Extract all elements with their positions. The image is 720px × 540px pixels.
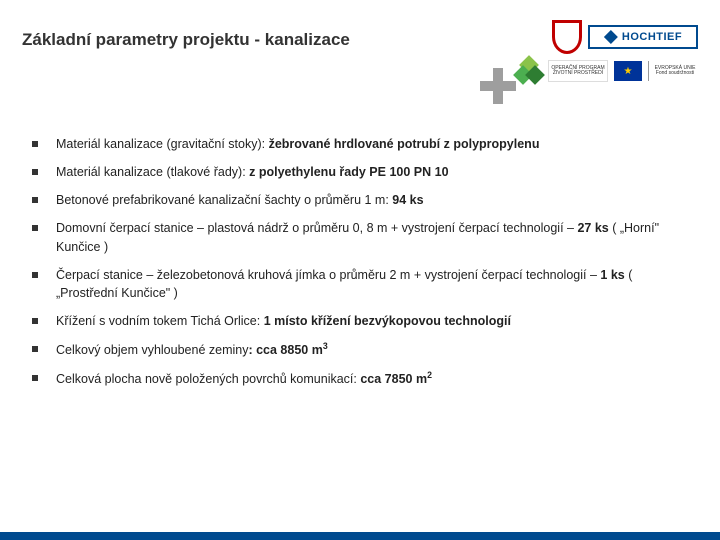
bullet-text: Materiál kanalizace (gravitační stoky): … [56,135,539,153]
bullet-text: Domovní čerpací stanice – plastová nádrž… [56,219,690,255]
green-diamond-icon [516,58,542,84]
bullet-list: Materiál kanalizace (gravitační stoky): … [32,135,690,399]
bullet-icon [32,318,38,324]
hochtief-logo: HOCHTIEF [588,25,698,49]
bullet-icon [32,346,38,352]
list-item: Čerpací stanice – železobetonová kruhová… [32,266,690,302]
list-item: Betonové prefabrikované kanalizační šach… [32,191,690,209]
bullet-icon [32,141,38,147]
footer-band [0,532,720,540]
list-item: Křížení s vodním tokem Tichá Orlice: 1 m… [32,312,690,330]
list-item: Celkový objem vyhloubené zeminy: cca 885… [32,340,690,359]
crest-logo-icon [552,20,582,54]
bullet-icon [32,197,38,203]
bullet-text: Betonové prefabrikované kanalizační šach… [56,191,424,209]
list-item: Materiál kanalizace (gravitační stoky): … [32,135,690,153]
page-title: Základní parametry projektu - kanalizace [22,30,350,50]
bullet-icon [32,225,38,231]
op-program-label: OPERAČNÍ PROGRAM ŽIVOTNÍ PROSTŘEDÍ [548,60,608,82]
hochtief-text: HOCHTIEF [622,31,682,43]
bullet-text: Celková plocha nově položených povrchů k… [56,369,432,388]
bullet-icon [32,169,38,175]
bullet-icon [32,272,38,278]
list-item: Celková plocha nově položených povrchů k… [32,369,690,388]
bullet-text: Materiál kanalizace (tlakové řady): z po… [56,163,449,181]
eu-label: EVROPSKÁ UNIE Fond soudržnosti [648,61,698,81]
list-item: Materiál kanalizace (tlakové řady): z po… [32,163,690,181]
eu-flag-icon: ★ [614,61,642,81]
bullet-text: Celkový objem vyhloubené zeminy: cca 885… [56,340,328,359]
bullet-text: Křížení s vodním tokem Tichá Orlice: 1 m… [56,312,511,330]
plus-icon [480,68,516,104]
bullet-text: Čerpací stanice – železobetonová kruhová… [56,266,690,302]
logo-area: HOCHTIEF OPERAČNÍ PROGRAM ŽIVOTNÍ PROSTŘ… [516,20,698,84]
bullet-icon [32,375,38,381]
hochtief-icon [604,30,618,44]
list-item: Domovní čerpací stanice – plastová nádrž… [32,219,690,255]
